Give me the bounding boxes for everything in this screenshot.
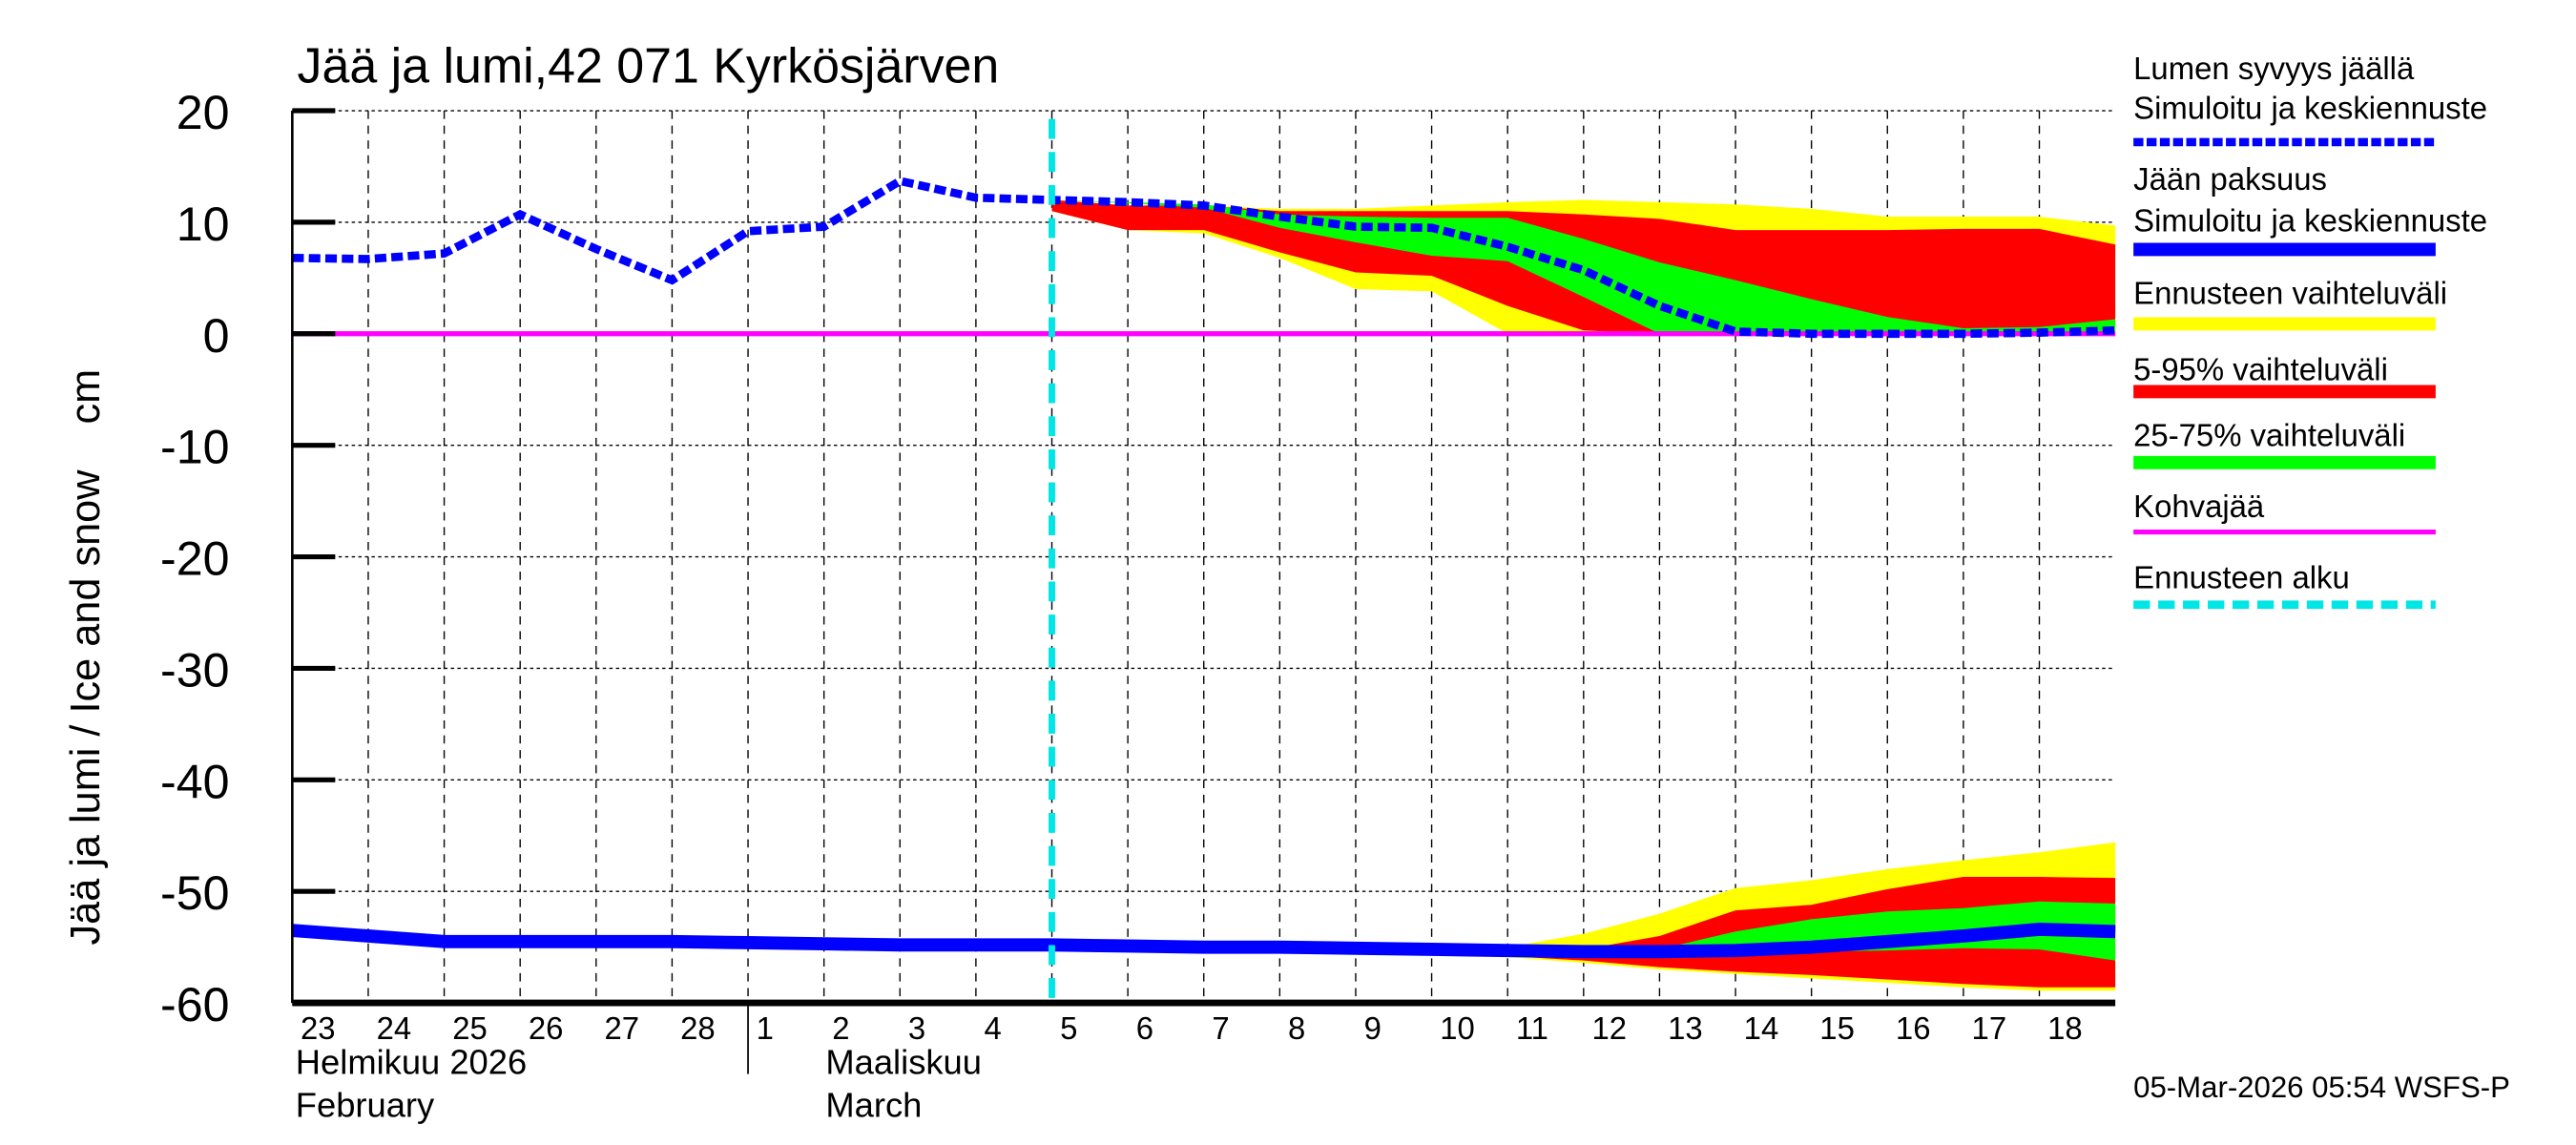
month-label-en: March xyxy=(825,1086,922,1125)
ice-25-75-band xyxy=(1431,901,2116,961)
y-tick-label: 10 xyxy=(177,198,230,251)
x-tick-label: 8 xyxy=(1288,1010,1305,1046)
y-tick-label: -60 xyxy=(160,978,230,1031)
legend-label: 25-75% vaihteluväli xyxy=(2133,418,2405,453)
legend-label: Ennusteen vaihteluväli xyxy=(2133,276,2447,311)
x-tick-label: 1 xyxy=(757,1010,774,1046)
x-tick-label: 25 xyxy=(452,1010,488,1046)
legend-label: 5-95% vaihteluväli xyxy=(2133,351,2388,386)
x-tick-label: 13 xyxy=(1668,1010,1703,1046)
month-label-fi: Maaliskuu xyxy=(825,1043,982,1082)
x-tick-label: 10 xyxy=(1440,1010,1475,1046)
x-tick-label: 17 xyxy=(1972,1010,2007,1046)
legend-label: Ennusteen alku xyxy=(2133,559,2350,594)
x-tick-label: 18 xyxy=(2047,1010,2083,1046)
y-tick-label: 20 xyxy=(177,86,230,139)
month-label-fi: Helmikuu 2026 xyxy=(296,1043,527,1082)
x-tick-label: 7 xyxy=(1212,1010,1229,1046)
month-label-en: February xyxy=(296,1086,435,1125)
x-tick-label: 16 xyxy=(1896,1010,1931,1046)
x-tick-label: 6 xyxy=(1136,1010,1153,1046)
x-tick-label: 28 xyxy=(680,1010,716,1046)
x-tick-label: 24 xyxy=(377,1010,412,1046)
y-tick-label: -20 xyxy=(160,532,230,586)
x-tick-label: 11 xyxy=(1516,1010,1548,1046)
y-tick-label: -30 xyxy=(160,643,230,697)
x-tick-label: 4 xyxy=(985,1010,1002,1046)
x-tick-label: 2 xyxy=(832,1010,849,1046)
x-tick-label: 3 xyxy=(908,1010,925,1046)
snow-25-75-band xyxy=(1051,199,2116,334)
legend-label: Lumen syvyys jäällä xyxy=(2133,51,2415,86)
x-tick-label: 12 xyxy=(1591,1010,1627,1046)
chart-title: Jää ja lumi,42 071 Kyrkösjärven xyxy=(298,39,1000,94)
x-tick-label: 15 xyxy=(1819,1010,1855,1046)
x-tick-label: 26 xyxy=(529,1010,564,1046)
footer-timestamp: 05-Mar-2026 05:54 WSFS-P xyxy=(2133,1071,2510,1104)
legend-label: Simuloitu ja keskiennuste xyxy=(2133,91,2487,126)
y-tick-label: -40 xyxy=(160,755,230,808)
y-tick-label: 0 xyxy=(203,309,230,363)
x-tick-label: 14 xyxy=(1744,1010,1779,1046)
x-tick-label: 27 xyxy=(604,1010,639,1046)
legend-label: Kohvajää xyxy=(2133,489,2265,524)
ice-thickness-line xyxy=(291,923,2116,959)
x-tick-label: 9 xyxy=(1364,1010,1381,1046)
legend-label: Simuloitu ja keskiennuste xyxy=(2133,202,2487,238)
y-tick-label: -10 xyxy=(160,421,230,474)
y-axis-label: Jää ja lumi / Ice and snow cm xyxy=(63,369,109,946)
snow-depth-line xyxy=(292,177,2116,339)
legend-label: Jään paksuus xyxy=(2133,161,2327,197)
x-tick-label: 5 xyxy=(1060,1010,1077,1046)
y-tick-label: -50 xyxy=(160,866,230,920)
x-tick-label: 23 xyxy=(301,1010,336,1046)
